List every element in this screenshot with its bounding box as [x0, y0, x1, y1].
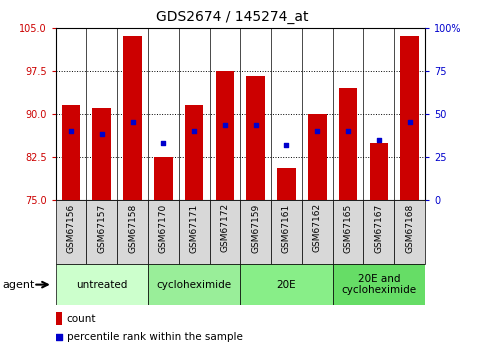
Text: GSM67172: GSM67172: [220, 203, 229, 253]
Bar: [117, 200, 148, 264]
Text: GSM67168: GSM67168: [405, 203, 414, 253]
Point: [344, 128, 352, 134]
Text: GSM67161: GSM67161: [282, 203, 291, 253]
Text: GSM67167: GSM67167: [374, 203, 384, 253]
Point: [159, 140, 167, 145]
Bar: [185, 105, 203, 200]
Bar: [302, 200, 333, 264]
Text: GSM67170: GSM67170: [159, 203, 168, 253]
Bar: [92, 108, 111, 200]
Bar: [148, 264, 241, 305]
Bar: [333, 200, 364, 264]
Bar: [148, 200, 179, 264]
Text: GSM67165: GSM67165: [343, 203, 353, 253]
Bar: [56, 200, 86, 264]
Bar: [86, 200, 117, 264]
Text: GSM67158: GSM67158: [128, 203, 137, 253]
Point: [190, 128, 198, 134]
Bar: [56, 264, 148, 305]
Point: [375, 137, 383, 142]
Text: cycloheximide: cycloheximide: [156, 280, 232, 289]
Bar: [308, 114, 327, 200]
Text: count: count: [67, 314, 96, 324]
Bar: [123, 36, 142, 200]
Text: 20E: 20E: [277, 280, 296, 289]
Text: GSM67159: GSM67159: [251, 203, 260, 253]
Bar: [246, 77, 265, 200]
Text: GSM67171: GSM67171: [190, 203, 199, 253]
Text: agent: agent: [2, 280, 35, 289]
Bar: [215, 71, 234, 200]
Text: percentile rank within the sample: percentile rank within the sample: [67, 332, 242, 342]
Bar: [333, 264, 425, 305]
Bar: [154, 157, 172, 200]
Bar: [394, 200, 425, 264]
Point: [221, 122, 229, 128]
Bar: [210, 200, 241, 264]
Point: [128, 120, 136, 125]
Text: GSM67162: GSM67162: [313, 203, 322, 253]
Text: GSM67156: GSM67156: [67, 203, 75, 253]
Bar: [271, 200, 302, 264]
Point: [67, 128, 75, 134]
Point: [55, 334, 63, 340]
Point: [283, 143, 290, 148]
Point: [98, 131, 106, 137]
Bar: [62, 105, 80, 200]
Bar: [241, 200, 271, 264]
Text: GSM67157: GSM67157: [97, 203, 106, 253]
Bar: [277, 168, 296, 200]
Bar: [369, 142, 388, 200]
Bar: [241, 264, 333, 305]
Point: [313, 128, 321, 134]
Text: untreated: untreated: [76, 280, 128, 289]
Bar: [400, 36, 419, 200]
Point: [406, 120, 413, 125]
Bar: [364, 200, 394, 264]
Bar: [339, 88, 357, 200]
Bar: [179, 200, 210, 264]
Text: GDS2674 / 145274_at: GDS2674 / 145274_at: [156, 10, 308, 24]
Point: [252, 122, 259, 128]
Text: 20E and
cycloheximide: 20E and cycloheximide: [341, 274, 416, 295]
Bar: [56, 313, 62, 325]
